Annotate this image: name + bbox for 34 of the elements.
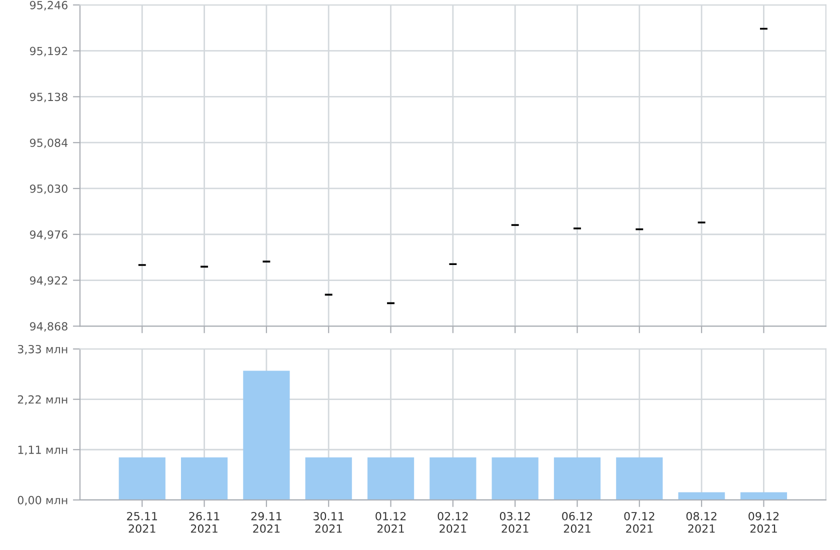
x-tick-label: 03.12 2021 (500, 512, 530, 533)
y-tick-label: 94,868 (30, 322, 68, 332)
x-tick-label: 26.11 2021 (189, 512, 220, 533)
y-tick-label: 95,246 (30, 0, 68, 10)
y-tick-label: 95,084 (30, 138, 68, 148)
y-tick-label: 2,22 млн (18, 395, 68, 405)
x-tick-label: 06.12 2021 (562, 512, 592, 533)
y-tick-label: 0,00 млн (18, 496, 68, 506)
bar (118, 457, 166, 500)
x-tick-label: 02.12 2021 (438, 512, 468, 533)
bar (492, 457, 538, 500)
x-tick-label: 07.12 2021 (624, 512, 654, 533)
x-tick-label: 09.12 2021 (748, 512, 779, 533)
y-tick-label: 94,922 (30, 276, 68, 286)
y-tick-label: 3,33 млн (18, 344, 68, 354)
bar (243, 370, 290, 500)
bar (430, 457, 476, 500)
y-tick-label: 94,976 (30, 230, 68, 240)
x-tick-label: 25.11 2021 (127, 512, 158, 533)
x-tick-label: 30.11 2021 (314, 512, 344, 533)
bar (554, 457, 601, 500)
x-tick-label: 29.11 2021 (251, 512, 282, 533)
bar (180, 457, 228, 500)
x-tick-label: 01.12 2021 (376, 512, 406, 533)
bar (305, 457, 352, 500)
x-tick-label: 08.12 2021 (686, 512, 716, 533)
y-tick-label: 95,030 (30, 184, 68, 194)
y-tick-label: 95,192 (30, 46, 68, 56)
bar (367, 457, 414, 500)
bar (678, 492, 725, 500)
bar (616, 457, 663, 500)
bar (740, 492, 788, 500)
y-tick-label: 1,11 млн (18, 446, 68, 456)
y-tick-label: 95,138 (30, 92, 68, 102)
